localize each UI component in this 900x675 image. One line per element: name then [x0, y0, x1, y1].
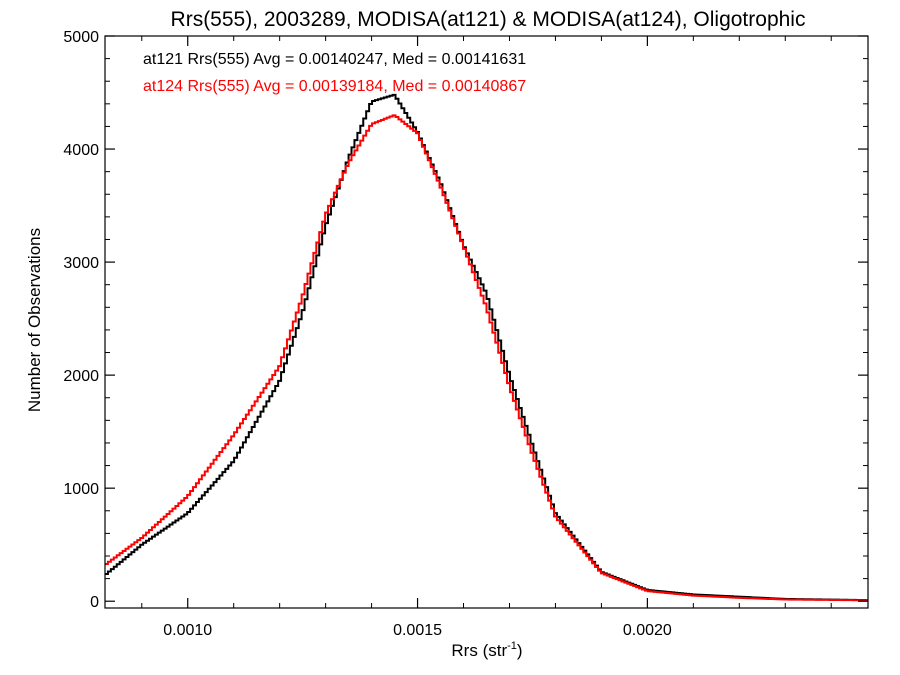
y-tick-label: 2000	[63, 368, 99, 385]
x-tick-label: 0.0020	[623, 622, 672, 639]
x-axis-label: Rrs (str-1)	[451, 640, 522, 660]
plot-frame	[104, 35, 869, 609]
x-axis-label-main: Rrs (str	[451, 641, 507, 660]
series-at121-line	[105, 93, 868, 602]
x-axis-label-superscript: -1	[507, 640, 517, 652]
y-tick-label: 4000	[63, 142, 99, 159]
chart-title: Rrs(555), 2003289, MODISA(at121) & MODIS…	[171, 8, 806, 31]
y-tick-label: 1000	[63, 481, 99, 498]
axes-layer: 0 1000 2000 3000 4000 5000 0.0010 0.0015 0.0020	[63, 29, 869, 639]
series-at124-line	[105, 114, 868, 602]
legend-at121-stats: at121 Rrs(555) Avg = 0.00140247, Med = 0…	[143, 51, 526, 68]
x-tick-label: 0.0015	[393, 622, 442, 639]
y-axis-label: Number of Observations	[25, 228, 44, 412]
legend-at124-stats: at124 Rrs(555) Avg = 0.00139184, Med = 0…	[143, 78, 526, 95]
y-tick-label: 3000	[63, 255, 99, 272]
x-axis-label-end: )	[517, 641, 523, 660]
y-tick-label: 5000	[63, 29, 99, 46]
x-tick-label: 0.0010	[163, 622, 212, 639]
series-layer	[105, 93, 868, 602]
y-tick-label: 0	[90, 594, 99, 611]
